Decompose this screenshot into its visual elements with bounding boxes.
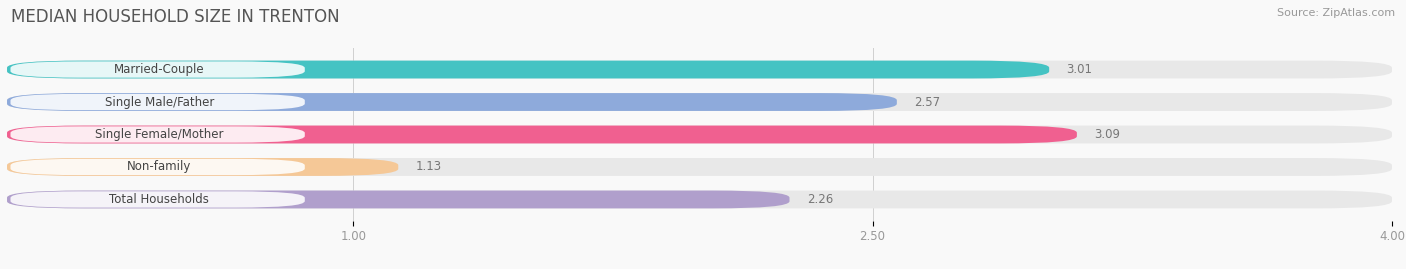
FancyBboxPatch shape xyxy=(10,191,305,208)
Text: 3.09: 3.09 xyxy=(1094,128,1121,141)
FancyBboxPatch shape xyxy=(7,61,1049,79)
FancyBboxPatch shape xyxy=(10,94,305,110)
FancyBboxPatch shape xyxy=(10,126,305,143)
FancyBboxPatch shape xyxy=(7,190,1392,208)
FancyBboxPatch shape xyxy=(7,158,1392,176)
FancyBboxPatch shape xyxy=(7,126,1077,143)
Text: 3.01: 3.01 xyxy=(1067,63,1092,76)
Text: 2.57: 2.57 xyxy=(914,95,941,108)
Text: 2.26: 2.26 xyxy=(807,193,834,206)
Text: Single Male/Father: Single Male/Father xyxy=(104,95,214,108)
FancyBboxPatch shape xyxy=(7,61,1392,79)
FancyBboxPatch shape xyxy=(7,93,1392,111)
FancyBboxPatch shape xyxy=(7,190,790,208)
FancyBboxPatch shape xyxy=(10,61,305,78)
Text: Source: ZipAtlas.com: Source: ZipAtlas.com xyxy=(1277,8,1395,18)
Text: MEDIAN HOUSEHOLD SIZE IN TRENTON: MEDIAN HOUSEHOLD SIZE IN TRENTON xyxy=(11,8,340,26)
Text: Total Households: Total Households xyxy=(110,193,209,206)
Text: Married-Couple: Married-Couple xyxy=(114,63,205,76)
FancyBboxPatch shape xyxy=(10,159,305,175)
FancyBboxPatch shape xyxy=(7,158,398,176)
Text: Single Female/Mother: Single Female/Mother xyxy=(96,128,224,141)
Text: Non-family: Non-family xyxy=(127,161,191,174)
FancyBboxPatch shape xyxy=(7,126,1392,143)
Text: 1.13: 1.13 xyxy=(416,161,441,174)
FancyBboxPatch shape xyxy=(7,93,897,111)
